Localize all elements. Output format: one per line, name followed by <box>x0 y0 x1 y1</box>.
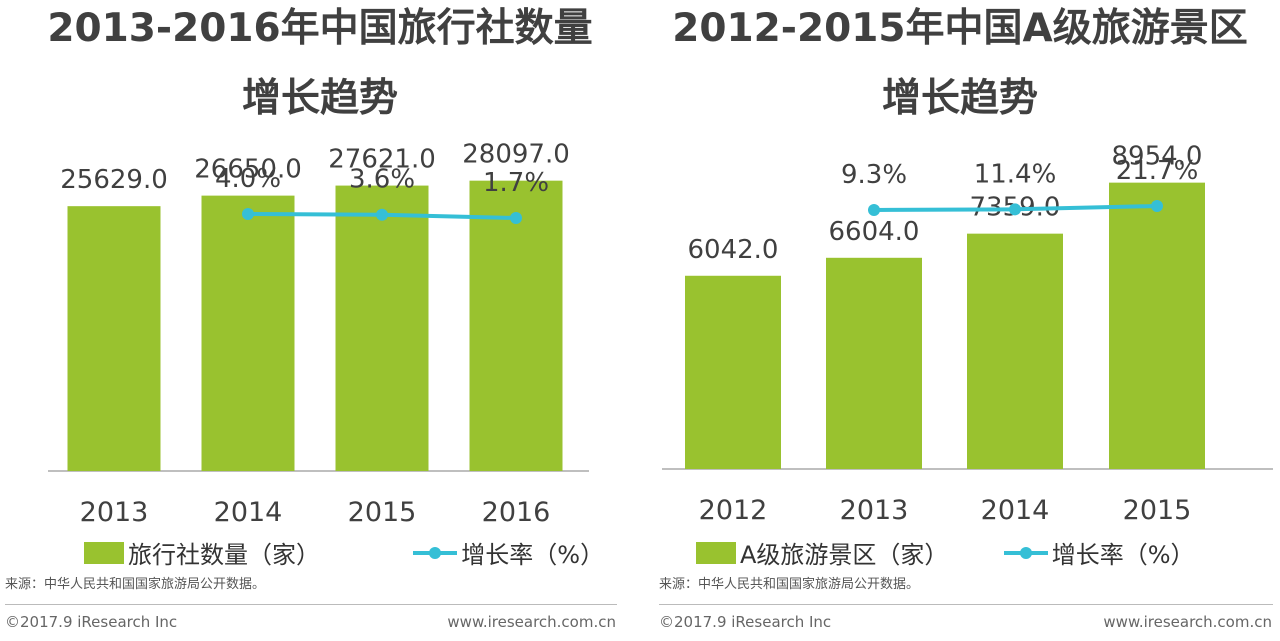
x-tick-label-2015: 2015 <box>1123 495 1192 526</box>
bar-2016 <box>469 180 563 471</box>
growth-rate-label-2014: 4.0% <box>215 164 281 194</box>
growth-rate-label-2016: 1.7% <box>483 168 549 198</box>
growth-point-2015 <box>1151 200 1163 212</box>
chart-panel-travel-agencies: 2013-2016年中国旅行社数量 增长趋势 25629.0 2013 26650.… <box>5 6 617 631</box>
bar-2014 <box>967 233 1063 469</box>
website-text: www.iresearch.com.cn <box>447 613 616 631</box>
growth-point-2016 <box>510 212 522 224</box>
legend-bar-label: A级旅游景区（家） <box>740 541 949 569</box>
legend-line-swatch <box>413 542 458 564</box>
source-note: 来源：中华人民共和国国家旅游局公开数据。 <box>5 577 266 592</box>
chart-title-line2: 增长趋势 <box>241 76 398 121</box>
x-tick-label-2012: 2012 <box>699 495 768 526</box>
growth-point-2014 <box>1009 203 1021 216</box>
growth-point-2013 <box>868 204 880 216</box>
legend-bar-swatch <box>696 541 736 564</box>
website-text: www.iresearch.com.cn <box>1103 613 1272 631</box>
legend-line-label: 增长率（%） <box>1051 541 1195 569</box>
bar-value-label-2015: 8954.0 <box>1112 142 1203 172</box>
growth-point-2015 <box>376 208 388 221</box>
bar-value-label-2014: 26650.0 <box>194 155 302 185</box>
footer-divider <box>5 604 617 605</box>
growth-rate-label-2015: 21.7% <box>1116 156 1199 186</box>
bar-2013 <box>67 206 161 472</box>
x-tick-label-2014: 2014 <box>214 497 283 528</box>
legend-bar-label: 旅行社数量（家） <box>128 541 320 569</box>
chart-plot: 6042.020126604.020137359.020148954.02015… <box>662 142 1273 526</box>
footer-divider <box>659 604 1273 605</box>
chart-title-line2: 增长趋势 <box>881 76 1038 121</box>
x-tick-label-2013: 2013 <box>80 497 149 528</box>
bar-2012 <box>685 275 781 469</box>
bar-value-label-2013: 6604.0 <box>829 217 920 247</box>
bar-value-label-2013: 25629.0 <box>60 165 168 195</box>
chart-plot: 25629.0 2013 26650.0 2014 27621.0 2015 28097.0… <box>48 140 589 528</box>
x-tick-label-2013: 2013 <box>840 495 909 526</box>
bar-2015 <box>1109 182 1205 470</box>
x-tick-label-2015: 2015 <box>348 497 417 528</box>
legend-line-swatch <box>1003 542 1048 564</box>
x-tick-label-2016: 2016 <box>482 497 551 528</box>
x-tick-label-2014: 2014 <box>981 495 1050 526</box>
growth-rate-label-2015: 3.6% <box>349 165 415 195</box>
legend-line-label: 增长率（%） <box>461 541 605 569</box>
copyright-text: ©2017.9 iResearch Inc <box>5 613 178 631</box>
bar-2015 <box>335 185 429 471</box>
growth-point-2014 <box>242 208 254 220</box>
chart-legend: 旅行社数量（家） 增长率（%） <box>84 535 604 569</box>
copyright-text: ©2017.9 iResearch Inc <box>659 613 832 631</box>
bar-value-label-2012: 6042.0 <box>688 235 779 265</box>
chart-title-line1: 2012-2015年中国A级旅游景区 <box>672 6 1248 51</box>
bar-value-label-2016: 28097.0 <box>462 140 570 170</box>
chart-panel-scenic-spots: 2012-2015年中国A级旅游景区 增长趋势 6042.0 2012 6604.0… <box>640 0 1280 641</box>
chart-title-line1: 2013-2016年中国旅行社数量 <box>47 6 593 51</box>
bar-value-label-2015: 27621.0 <box>328 145 436 175</box>
source-note: 来源：中华人民共和国国家旅游局公开数据。 <box>659 577 920 592</box>
chart-legend: A级旅游景区（家） 增长率（%） <box>696 535 1195 569</box>
legend-bar-swatch <box>84 541 124 564</box>
growth-rate-label-2014: 11.4% <box>974 159 1057 189</box>
bar-2013 <box>826 257 922 469</box>
growth-rate-label-2013: 9.3% <box>841 160 907 190</box>
bar-2014 <box>201 195 295 471</box>
